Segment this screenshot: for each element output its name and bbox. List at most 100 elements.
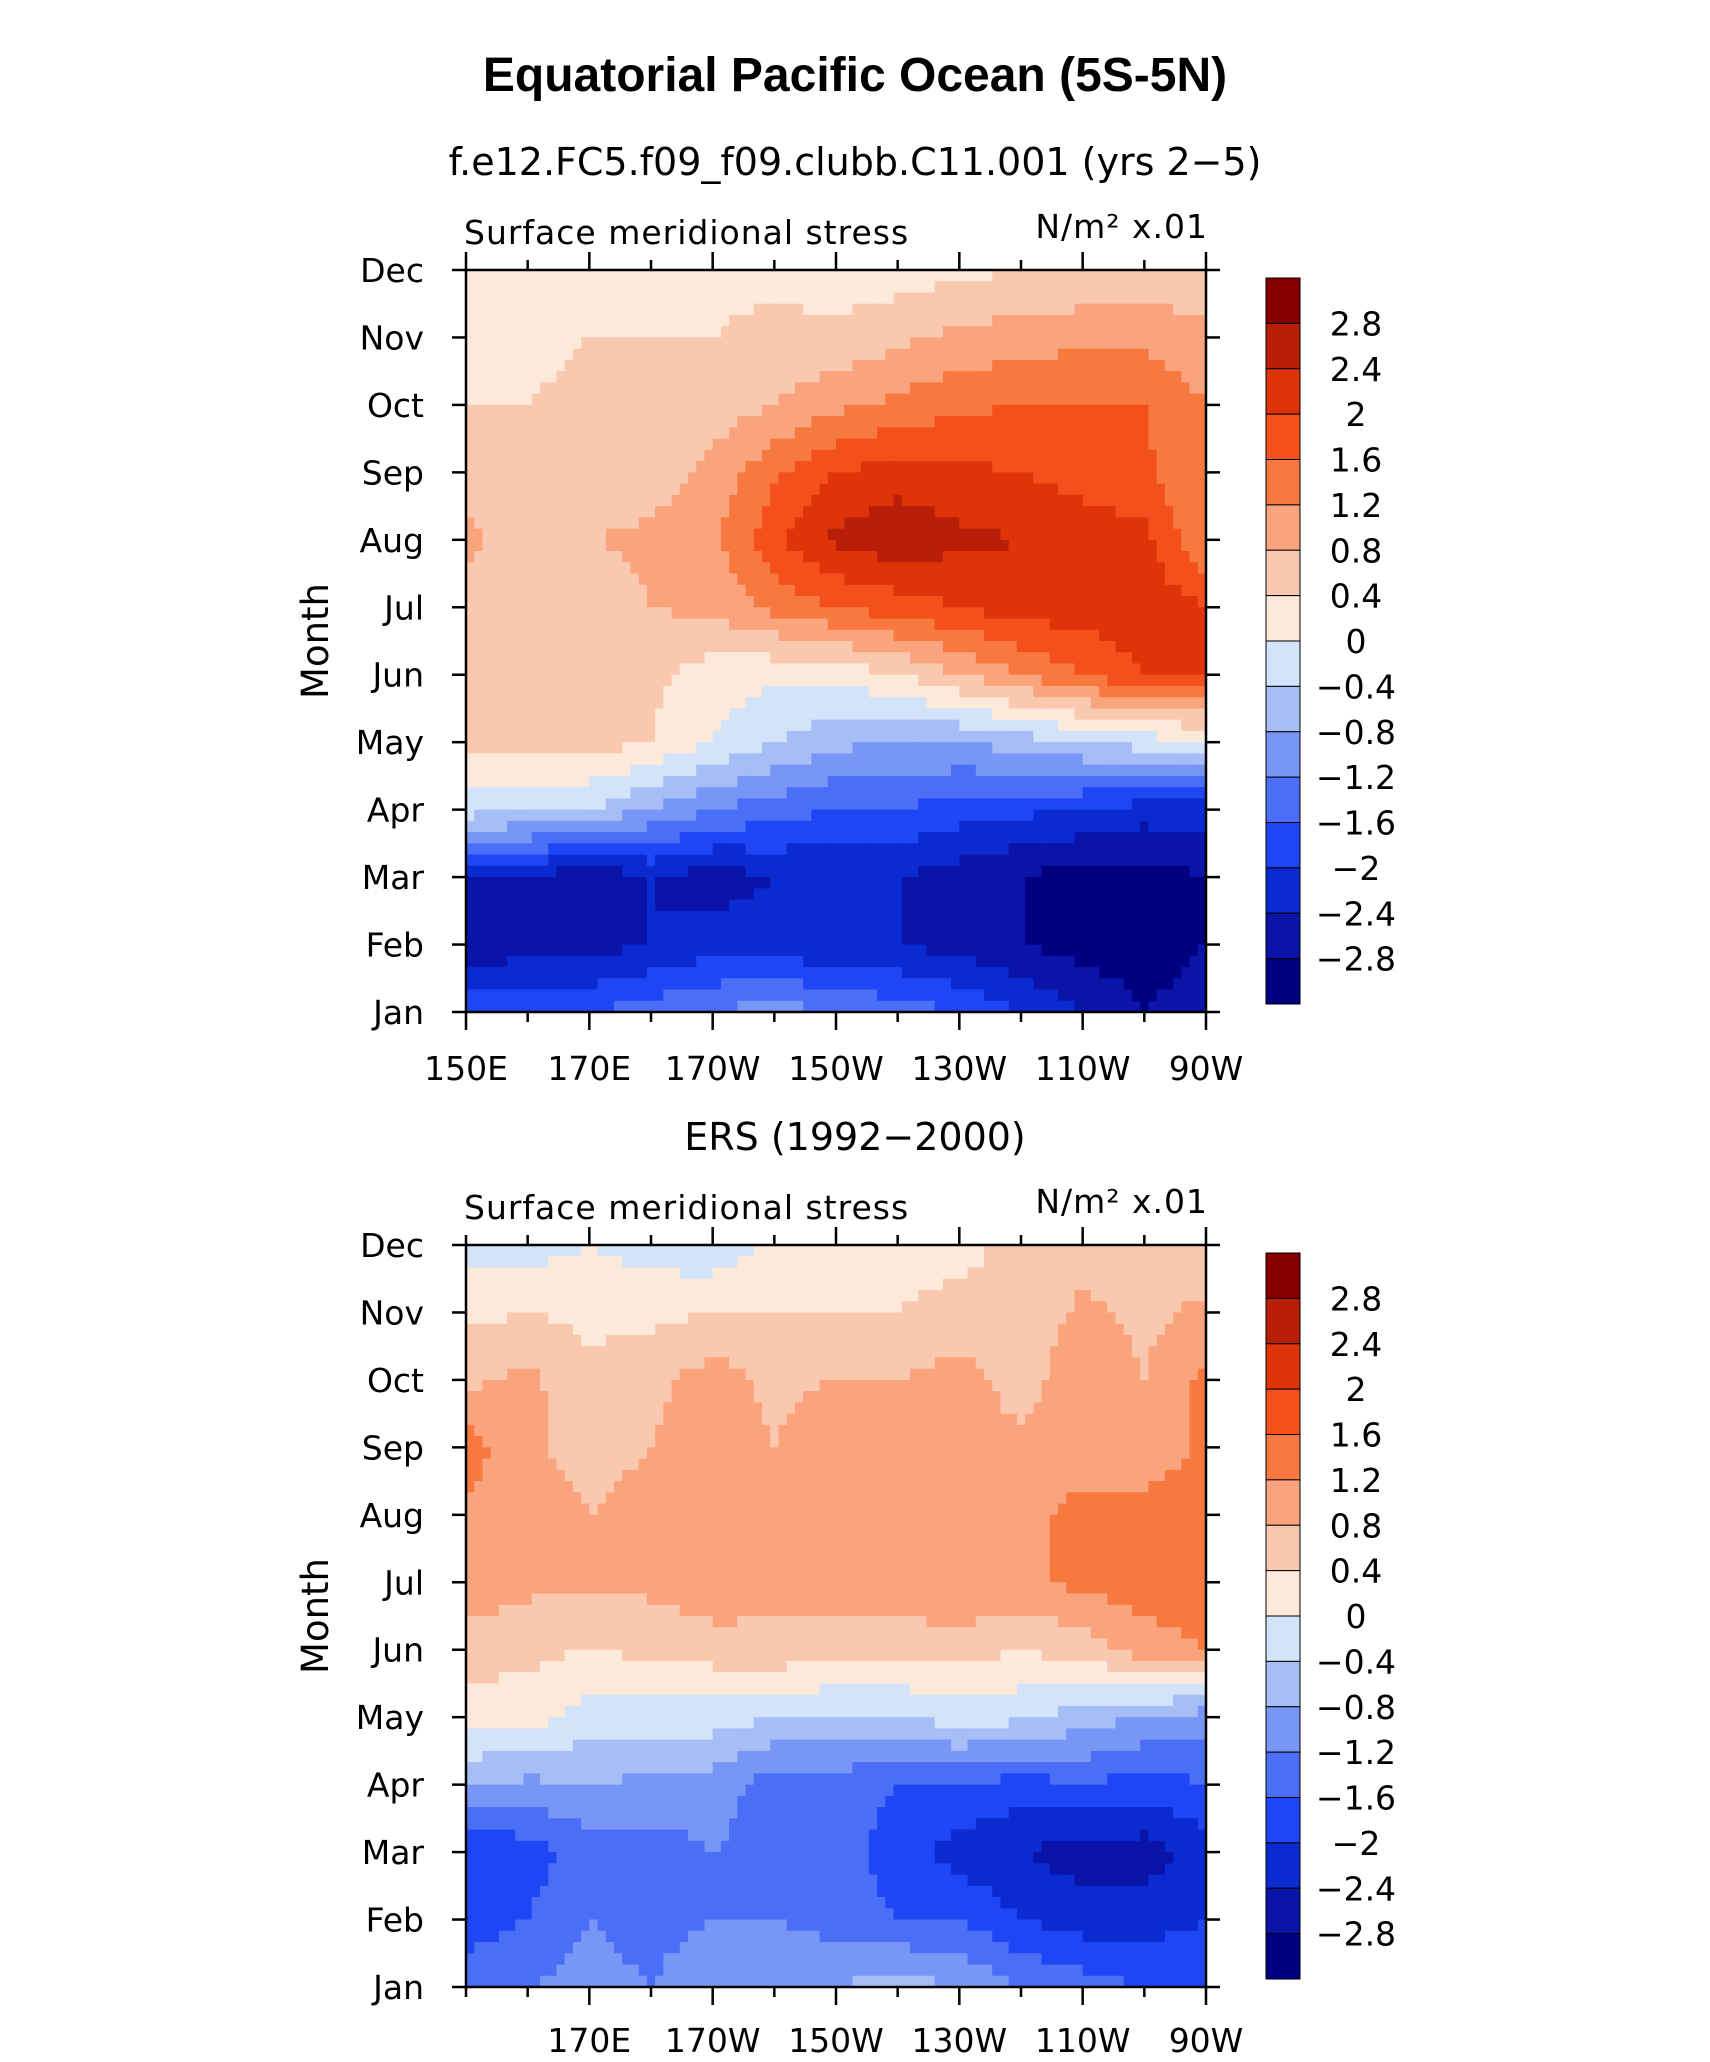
heatmap-cell bbox=[745, 483, 755, 496]
heatmap-cell bbox=[1000, 551, 1010, 563]
heatmap-cell bbox=[1074, 607, 1084, 620]
heatmap-cell bbox=[827, 641, 837, 653]
heatmap-cell bbox=[1173, 629, 1182, 642]
heatmap-cell bbox=[515, 854, 525, 867]
heatmap-cell bbox=[778, 618, 788, 631]
heatmap-cell bbox=[860, 877, 870, 889]
heatmap-cell bbox=[1000, 573, 1010, 586]
heatmap-cell bbox=[1140, 326, 1150, 339]
heatmap-cell bbox=[531, 629, 541, 642]
heatmap-cell bbox=[1049, 314, 1059, 327]
heatmap-cell bbox=[663, 314, 673, 327]
heatmap-cell bbox=[663, 719, 673, 732]
heatmap-cell bbox=[556, 652, 566, 665]
heatmap-cell bbox=[712, 461, 722, 473]
heatmap-cell bbox=[934, 573, 944, 586]
heatmap-cell bbox=[868, 697, 878, 710]
heatmap-cell bbox=[877, 584, 886, 597]
heatmap-cell bbox=[1016, 483, 1026, 496]
heatmap-cell bbox=[663, 539, 673, 552]
heatmap-cell bbox=[630, 843, 640, 856]
heatmap-cell bbox=[827, 348, 837, 361]
heatmap-cell bbox=[729, 528, 738, 541]
heatmap-cell bbox=[1132, 697, 1141, 710]
heatmap-cell bbox=[926, 270, 936, 282]
heatmap-cell bbox=[737, 629, 747, 642]
heatmap-cell bbox=[910, 562, 919, 575]
heatmap-cell bbox=[646, 730, 656, 743]
heatmap-cell bbox=[540, 719, 549, 732]
heatmap-cell bbox=[1156, 427, 1166, 440]
heatmap-cell bbox=[671, 281, 681, 294]
heatmap-cell bbox=[688, 742, 697, 755]
heatmap-cell bbox=[910, 719, 919, 732]
heatmap-cell bbox=[646, 877, 656, 889]
heatmap-cell bbox=[622, 719, 632, 732]
heatmap-cell bbox=[1173, 573, 1182, 586]
heatmap-cell bbox=[572, 607, 582, 620]
heatmap-cell bbox=[655, 359, 664, 372]
heatmap-cell bbox=[1189, 483, 1199, 496]
heatmap-cell bbox=[844, 517, 854, 530]
heatmap-cell bbox=[540, 281, 549, 294]
heatmap-cell bbox=[893, 820, 903, 833]
heatmap-cell bbox=[934, 292, 944, 305]
heatmap-cell bbox=[622, 281, 632, 294]
heatmap-cell bbox=[1115, 764, 1125, 777]
heatmap-cell bbox=[482, 404, 492, 417]
heatmap-cell bbox=[951, 663, 960, 676]
heatmap-cell bbox=[860, 449, 870, 462]
heatmap-cell bbox=[655, 764, 664, 777]
heatmap-cell bbox=[466, 539, 475, 552]
heatmap-cell bbox=[737, 685, 747, 698]
heatmap-cell bbox=[1099, 663, 1108, 676]
heatmap-cell bbox=[852, 281, 862, 294]
heatmap-cell bbox=[992, 483, 1002, 496]
heatmap-cell bbox=[704, 618, 714, 631]
heatmap-cell bbox=[918, 697, 928, 710]
heatmap-cell bbox=[918, 641, 928, 653]
heatmap-cell bbox=[918, 528, 928, 541]
heatmap-cell bbox=[482, 528, 492, 541]
heatmap-cell bbox=[663, 494, 673, 507]
heatmap-cell bbox=[1148, 719, 1158, 732]
heatmap-cell bbox=[860, 584, 870, 597]
heatmap-cell bbox=[984, 663, 993, 676]
heatmap-cell bbox=[1132, 742, 1141, 755]
heatmap-cell bbox=[827, 629, 837, 642]
heatmap-cell bbox=[942, 607, 952, 620]
heatmap-cell bbox=[967, 539, 977, 552]
heatmap-cell bbox=[762, 584, 771, 597]
heatmap-cell bbox=[745, 404, 755, 417]
heatmap-cell bbox=[992, 393, 1002, 406]
heatmap-cell bbox=[729, 416, 738, 428]
heatmap-cell bbox=[951, 371, 960, 384]
heatmap-cell bbox=[482, 438, 492, 451]
heatmap-cell bbox=[737, 348, 747, 361]
heatmap-cell bbox=[819, 798, 829, 811]
heatmap-cell bbox=[614, 472, 623, 485]
heatmap-cell bbox=[1148, 382, 1158, 395]
heatmap-cell bbox=[745, 685, 755, 698]
heatmap-cell bbox=[589, 449, 599, 462]
heatmap-cell bbox=[811, 708, 821, 721]
heatmap-cell bbox=[1000, 787, 1010, 799]
heatmap-cell bbox=[1016, 506, 1026, 518]
heatmap-cell bbox=[827, 562, 837, 575]
heatmap-cell bbox=[1189, 359, 1199, 372]
heatmap-cell bbox=[540, 798, 549, 811]
heatmap-cell bbox=[614, 494, 623, 507]
heatmap-cell bbox=[655, 449, 664, 462]
heatmap-cell bbox=[926, 506, 936, 518]
heatmap-cell bbox=[589, 528, 599, 541]
heatmap-cell bbox=[556, 596, 566, 608]
heatmap-cell bbox=[1156, 753, 1166, 766]
heatmap-cell bbox=[1000, 438, 1010, 451]
heatmap-cell bbox=[1000, 652, 1010, 665]
heatmap-cell bbox=[753, 427, 763, 440]
heatmap-cell bbox=[877, 404, 886, 417]
heatmap-cell bbox=[778, 506, 788, 518]
heatmap-cell bbox=[975, 326, 985, 339]
heatmap-cell bbox=[762, 596, 771, 608]
heatmap-cell bbox=[630, 404, 640, 417]
